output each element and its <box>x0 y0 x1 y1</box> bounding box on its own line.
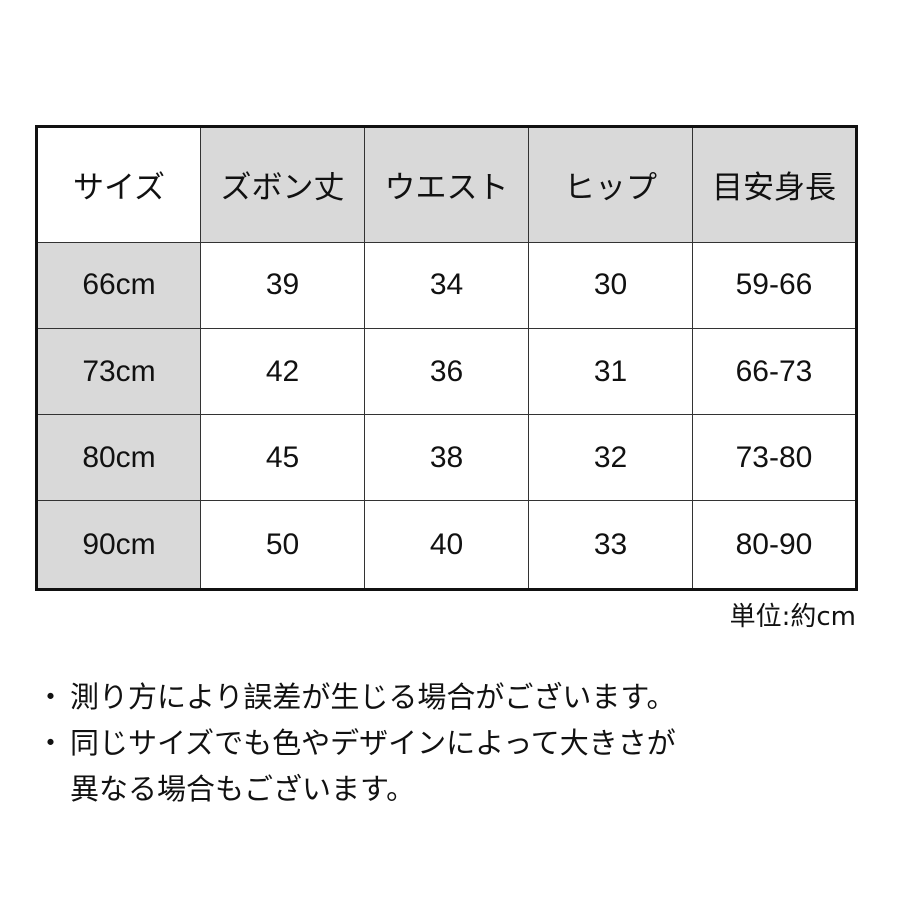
table-cell: 38 <box>364 414 529 502</box>
table-cell: 36 <box>364 327 529 416</box>
table-cell: 66-73 <box>692 327 857 416</box>
header-hip: ヒップ <box>528 126 693 243</box>
table-header-row: サイズ ズボン丈 ウエスト ヒップ 目安身長 <box>36 126 857 243</box>
table-cell: 39 <box>200 241 365 329</box>
table-cell: 59-66 <box>692 241 857 329</box>
table-row: 66cm 39 34 30 59-66 <box>36 241 857 329</box>
table-cell: 42 <box>200 327 365 416</box>
table-cell: 80-90 <box>692 500 857 590</box>
table-cell: 30 <box>528 241 693 329</box>
size-chart-table: サイズ ズボン丈 ウエスト ヒップ 目安身長 66cm 39 34 30 59-… <box>35 125 858 591</box>
header-pants-length: ズボン丈 <box>200 126 365 243</box>
table-cell: 31 <box>528 327 693 416</box>
table-cell: 34 <box>364 241 529 329</box>
size-cell: 80cm <box>36 414 201 502</box>
size-cell: 73cm <box>36 327 201 416</box>
table-row: 80cm 45 38 32 73-80 <box>36 414 857 502</box>
table-cell: 33 <box>528 500 693 590</box>
table-row: 90cm 50 40 33 80-90 <box>36 500 857 590</box>
notes: ・ 測り方により誤差が生じる場合がございます。 ・ 同じサイズでも色やデザインに… <box>36 674 676 812</box>
header-size: サイズ <box>36 126 201 243</box>
table-row: 73cm 42 36 31 66-73 <box>36 327 857 416</box>
table-cell: 32 <box>528 414 693 502</box>
note-text: 同じサイズでも色やデザインによって大きさが <box>70 726 676 760</box>
size-cell: 90cm <box>36 500 201 590</box>
note-item: ・ 測り方により誤差が生じる場合がございます。 <box>36 674 676 720</box>
note-text: 異なる場合もございます。 <box>70 772 416 806</box>
header-height: 目安身長 <box>692 126 857 243</box>
table-cell: 40 <box>364 500 529 590</box>
bullet: ・ <box>36 680 66 714</box>
unit-label: 単位:約cm <box>729 602 856 632</box>
header-waist: ウエスト <box>364 126 529 243</box>
bullet: ・ <box>36 726 66 760</box>
table-cell: 45 <box>200 414 365 502</box>
table-cell: 73-80 <box>692 414 857 502</box>
table-cell: 50 <box>200 500 365 590</box>
note-text: 測り方により誤差が生じる場合がございます。 <box>70 680 676 714</box>
size-cell: 66cm <box>36 241 201 329</box>
note-item: ・ 同じサイズでも色やデザインによって大きさが 異なる場合もございます。 <box>36 720 676 812</box>
